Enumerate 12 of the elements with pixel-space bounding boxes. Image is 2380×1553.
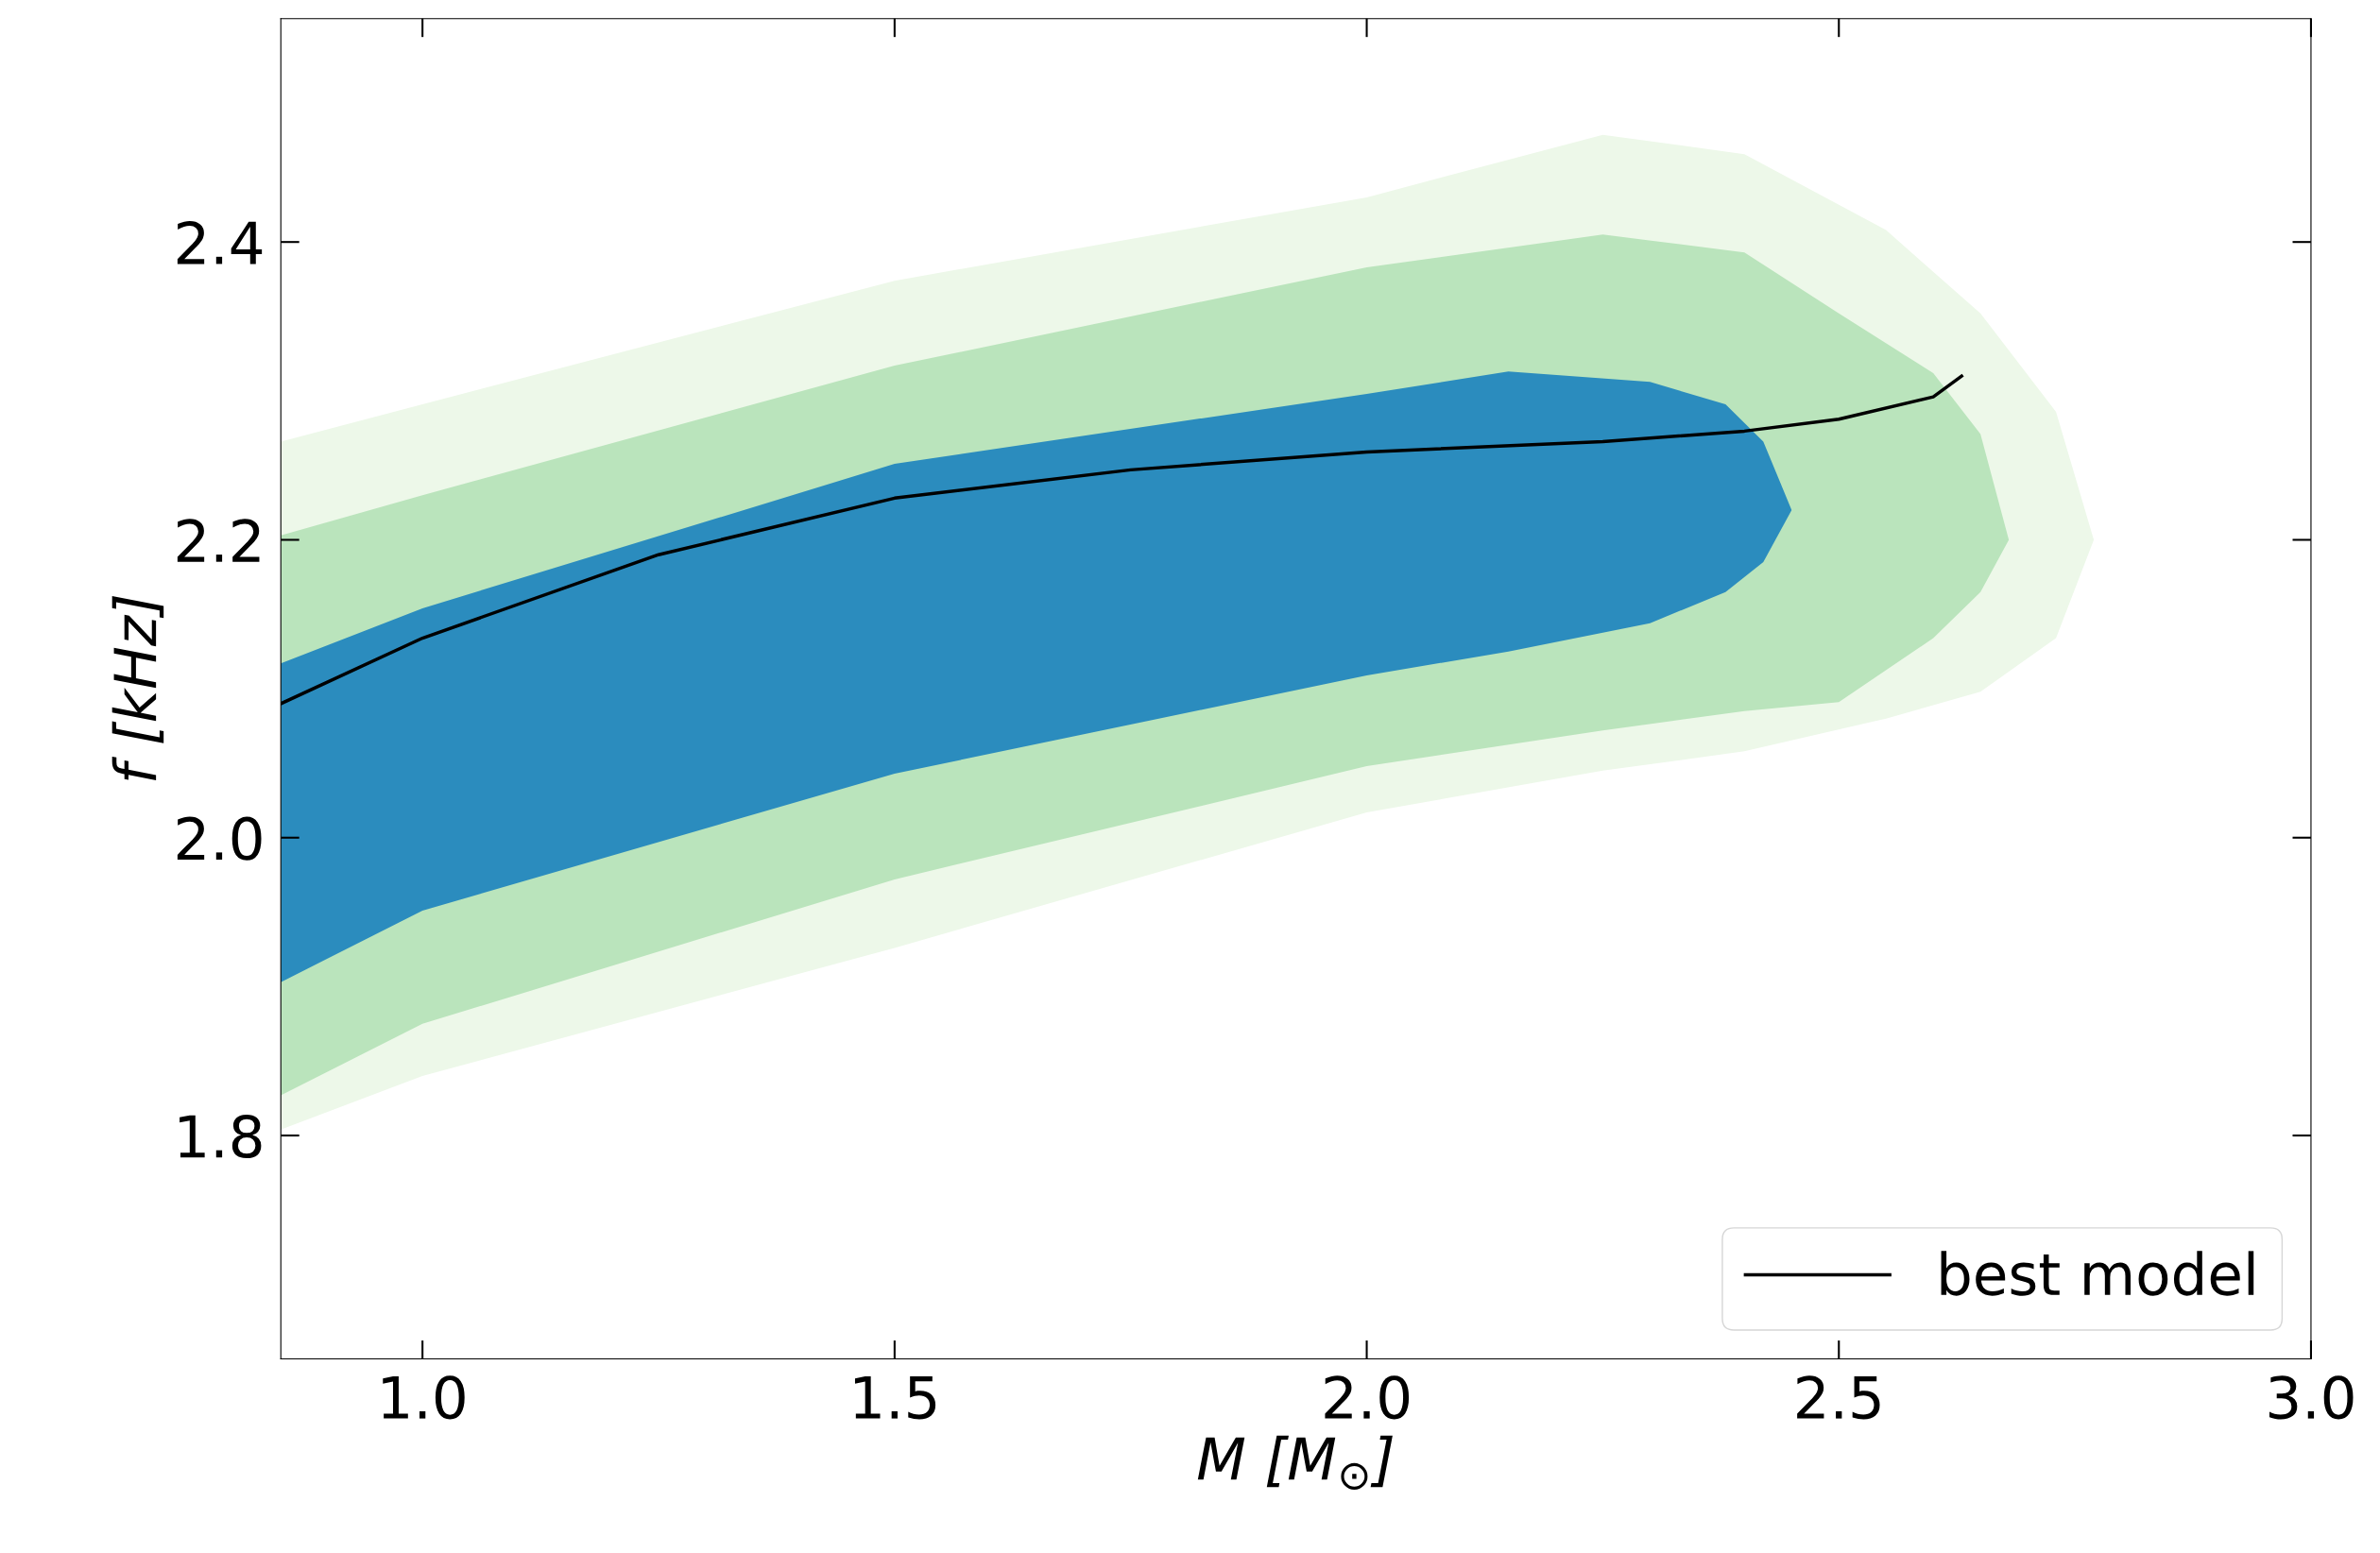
x-axis-title: M [M$_{⊙}$] xyxy=(1197,1435,1393,1490)
x-tick-label: 2.0 xyxy=(1325,1375,1410,1420)
y-tick-label: 2.2 xyxy=(177,519,260,562)
x-tick-label: 1.5 xyxy=(854,1376,936,1420)
y-tick-label: 2.4 xyxy=(177,221,263,265)
y-tick-label: 2.0 xyxy=(177,816,262,861)
y-axis-title: f [kHz] xyxy=(111,596,164,780)
x-tick-label: 2.5 xyxy=(1797,1375,1880,1420)
legend-label: best model xyxy=(1941,1251,2254,1296)
y-tick-label: 1.8 xyxy=(180,1114,262,1159)
x-tick-label: 1.0 xyxy=(383,1375,465,1420)
x-tick-label: 3.0 xyxy=(2269,1375,2354,1420)
